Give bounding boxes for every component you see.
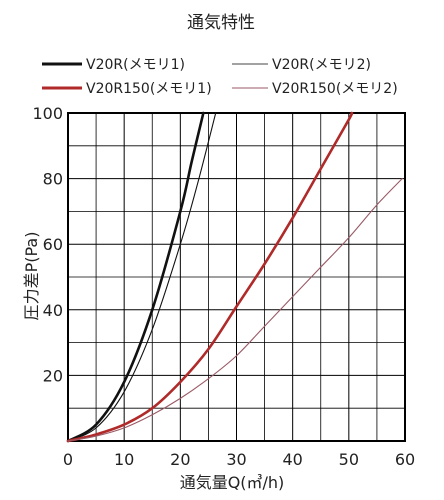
- legend-label-0: V20R(メモリ1): [86, 57, 185, 73]
- x-tick-label: 60: [395, 450, 415, 469]
- y-tick-label: 60: [43, 235, 63, 254]
- legend-label-2: V20R150(メモリ1): [86, 81, 212, 97]
- y-tick-label: 100: [32, 104, 63, 123]
- legend-label-1: V20R(メモリ2): [272, 57, 371, 73]
- x-tick-label: 0: [63, 450, 73, 469]
- x-tick-label: 10: [114, 450, 134, 469]
- plot-area: 0 10 20 30 40 50 60 20 40 60 80 100: [32, 104, 415, 469]
- series-line-1: [67, 112, 217, 442]
- y-tick-label: 80: [43, 170, 63, 189]
- x-tick-label: 30: [226, 450, 246, 469]
- y-axis-label: 圧力差P(Pa): [22, 232, 41, 321]
- series-line-0: [66, 111, 205, 443]
- legend-label-3: V20R150(メモリ2): [272, 81, 398, 97]
- x-tick-label: 50: [339, 450, 359, 469]
- legend: V20R(メモリ1) V20R(メモリ2) V20R150(メモリ1) V20R…: [42, 57, 398, 97]
- y-tick-label: 20: [43, 366, 63, 385]
- plot-frame: [67, 112, 406, 442]
- x-tick-label: 40: [282, 450, 302, 469]
- y-tick-label: 40: [43, 301, 63, 320]
- x-tick-label: 20: [170, 450, 190, 469]
- x-axis-label: 通気量Q(㎥/h): [180, 473, 285, 492]
- series-line-3: [67, 178, 403, 442]
- series-line-2: [66, 111, 354, 443]
- chart-title: 通気特性: [187, 13, 255, 33]
